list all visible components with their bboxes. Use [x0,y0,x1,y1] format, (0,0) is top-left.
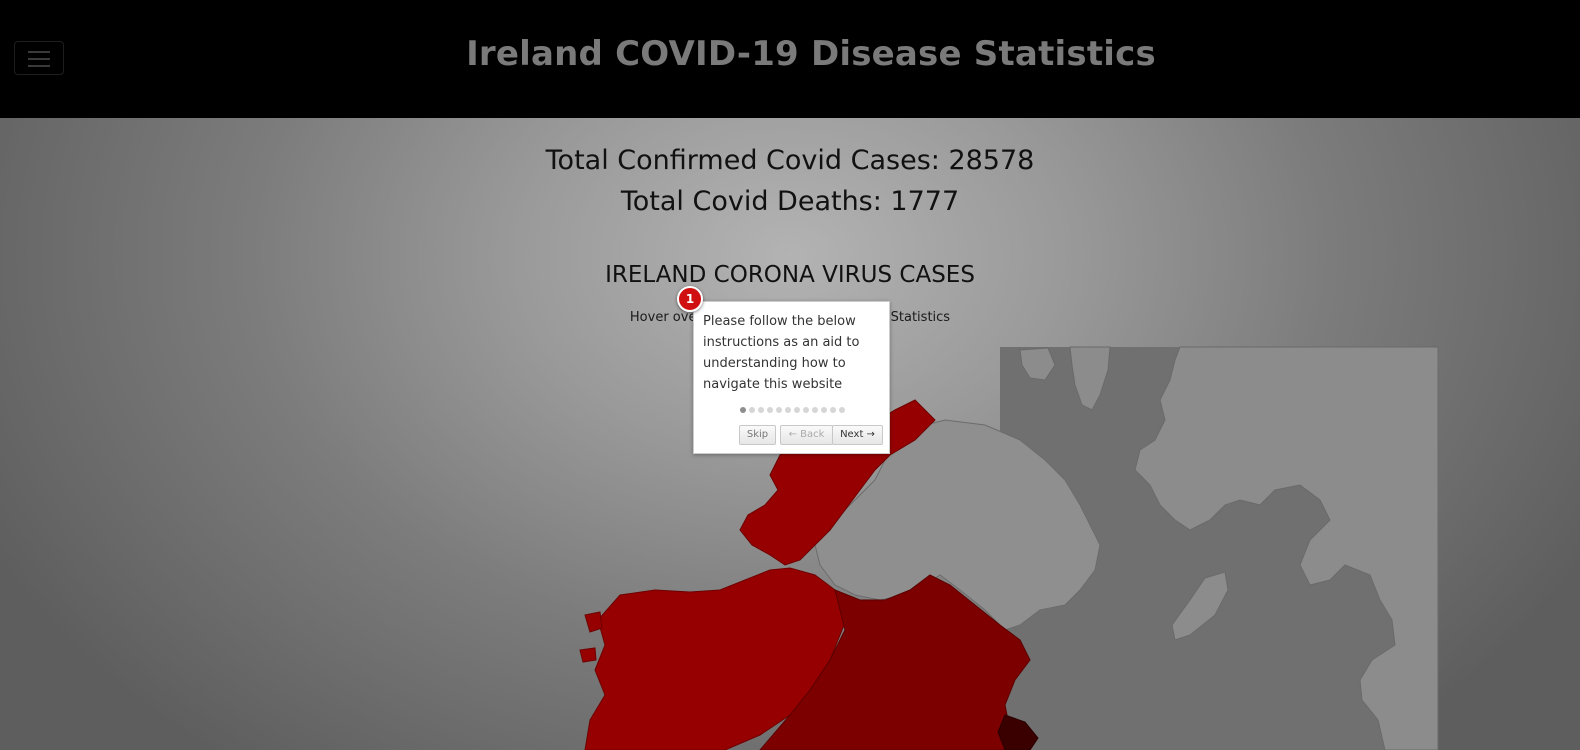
dublin-county [997,714,1039,750]
tour-skip-button[interactable]: Skip [739,425,776,445]
map-section-heading: IRELAND CORONA VIRUS CASES [605,262,975,288]
tour-step-dot[interactable] [767,407,773,413]
tour-step-dot[interactable] [839,407,845,413]
tour-step-dot[interactable] [812,407,818,413]
tour-step-badge: 1 [677,286,703,312]
tour-step-dot[interactable] [794,407,800,413]
leinster-counties [759,574,1031,750]
site-title: Ireland COVID-19 Disease Statistics [466,34,1156,74]
tour-step-dot[interactable] [776,407,782,413]
total-cases-heading: Total Confirmed Covid Cases: 28578 [545,145,1035,176]
tour-step-text: Please follow the below instructions as … [703,314,860,392]
tour-back-button[interactable]: ← Back [780,425,833,445]
island-islay [1019,347,1056,381]
tour-step-dot[interactable] [758,407,764,413]
coastal-islands [579,611,603,663]
great-britain-landmass [1134,346,1439,750]
hamburger-menu-icon[interactable] [14,41,64,75]
tour-step-dot[interactable] [830,407,836,413]
isle-of-man [1171,571,1229,641]
tour-step-indicator [740,407,845,413]
top-navbar: Ireland COVID-19 Disease Statistics [0,0,1580,118]
tour-next-button[interactable]: Next → [832,425,883,445]
tour-popover: Please follow the below instructions as … [693,301,890,454]
tour-step-dot[interactable] [740,407,746,413]
total-deaths-heading: Total Covid Deaths: 1777 [620,186,960,217]
kintyre-peninsula [1069,346,1111,411]
tour-step-dot[interactable] [749,407,755,413]
tour-step-dot[interactable] [803,407,809,413]
tour-step-dot[interactable] [785,407,791,413]
tour-step-dot[interactable] [821,407,827,413]
